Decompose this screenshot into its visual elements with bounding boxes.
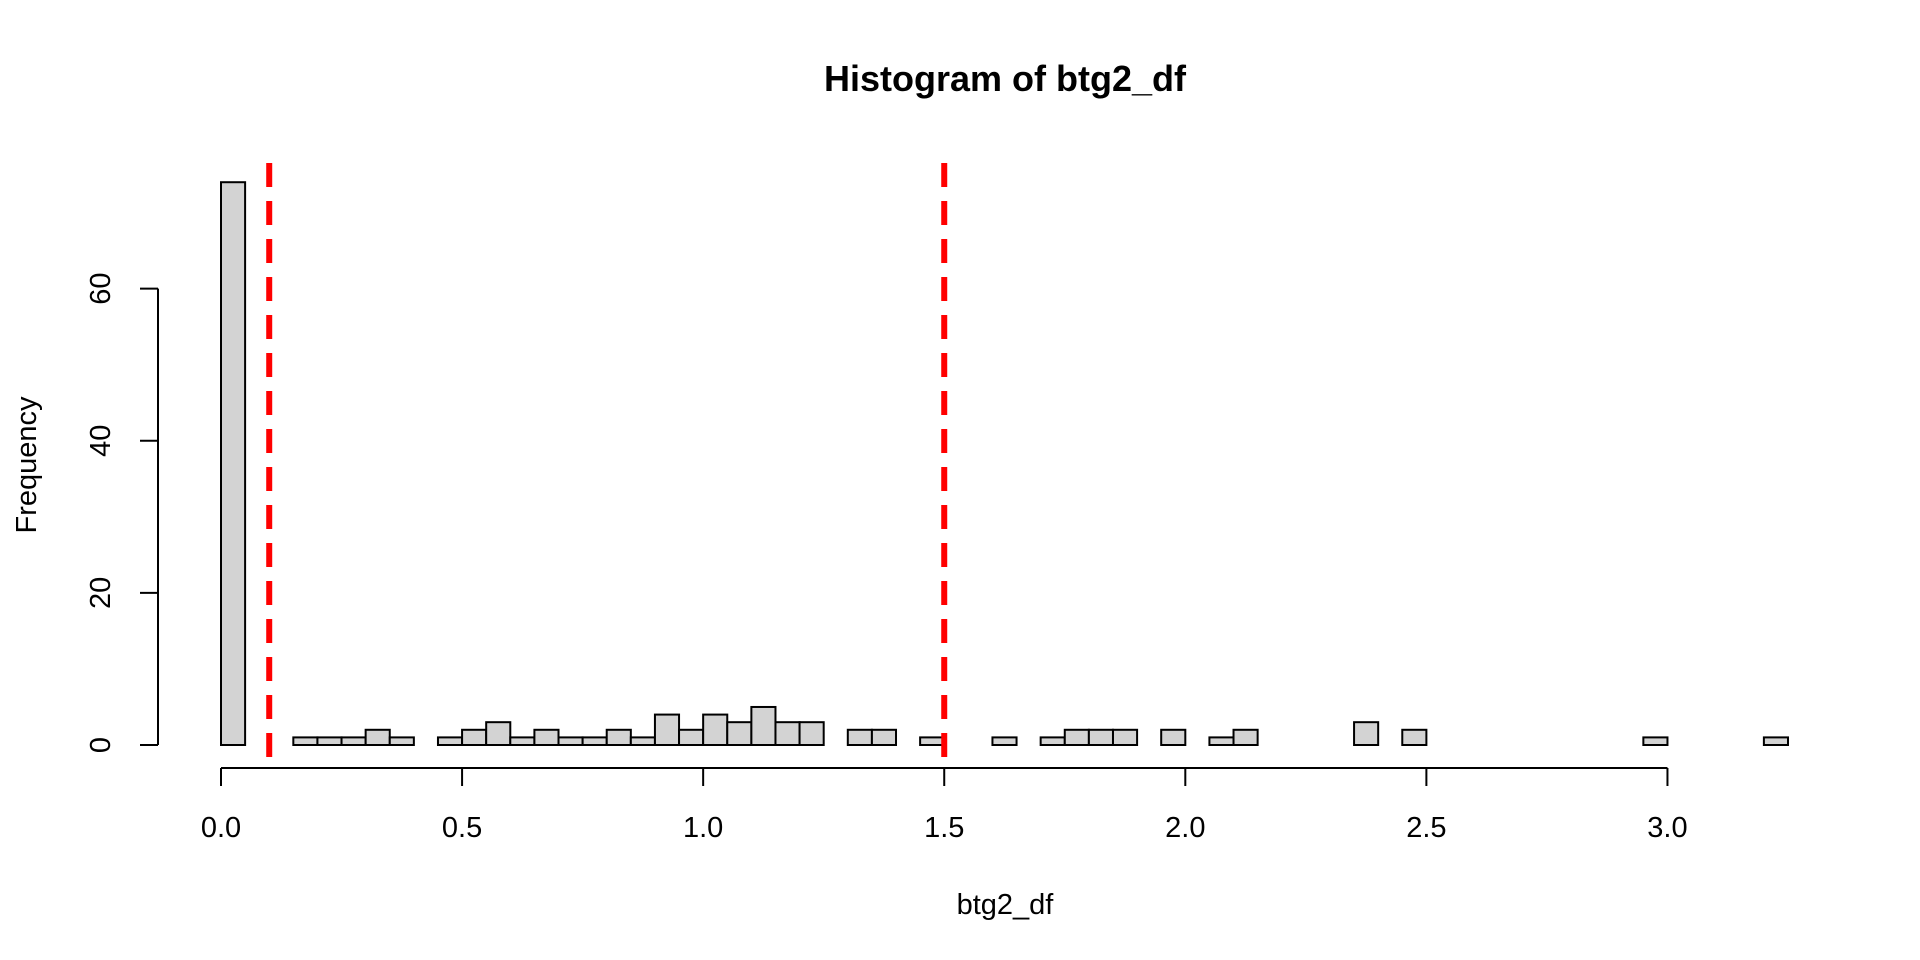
y-tick-label: 60: [85, 273, 117, 305]
histogram-bar: [1642, 736, 1669, 746]
histogram-bar: [678, 728, 705, 747]
histogram-bar: [292, 736, 319, 746]
histogram-bar: [388, 736, 415, 746]
x-tick-label: 1.0: [683, 812, 723, 844]
histogram-bar: [1232, 728, 1259, 747]
y-axis: 0 20 40 60: [85, 273, 159, 753]
histogram-bar: [798, 721, 825, 746]
histogram-bar: [702, 713, 729, 746]
histogram-bar: [485, 721, 512, 746]
histogram-bar: [1087, 728, 1114, 747]
histogram-bar: [846, 728, 873, 747]
x-tick-label: 0.0: [201, 812, 241, 844]
histogram-bar: [364, 728, 391, 747]
histogram-bar: [1160, 728, 1187, 747]
histogram-bar: [870, 728, 898, 747]
histogram-bar: [220, 181, 247, 747]
y-axis-label: Frequency: [11, 396, 43, 534]
histogram-bar: [436, 736, 464, 746]
histogram-bar: [316, 736, 343, 746]
histogram-bar: [1401, 728, 1428, 747]
histogram-bar: [1208, 736, 1235, 746]
histogram-bar: [774, 721, 801, 746]
histogram-bar: [557, 736, 584, 746]
histogram-bar: [461, 728, 488, 747]
x-tick-label: 1.5: [924, 812, 964, 844]
y-tick-label: 0: [85, 737, 117, 753]
histogram-bar: [533, 728, 560, 747]
histogram-bar: [653, 713, 681, 746]
histogram-bar: [991, 736, 1018, 746]
histogram-bar: [1762, 736, 1790, 746]
histogram-bar: [629, 736, 656, 746]
y-tick-label: 40: [85, 425, 117, 457]
y-tick-label: 20: [85, 577, 117, 609]
histogram-bar: [1111, 728, 1139, 747]
histogram-bar: [750, 705, 777, 747]
histogram-bar: [726, 721, 753, 746]
histogram-bar: [1353, 721, 1380, 746]
histogram-bar: [581, 736, 608, 746]
histogram-bar: [509, 736, 536, 746]
chart-title: Histogram of btg2_df: [824, 58, 1187, 99]
histogram-bar: [919, 736, 946, 746]
x-axis-label: btg2_df: [957, 889, 1055, 921]
reference-lines: [266, 163, 948, 770]
x-tick-label: 0.5: [442, 812, 482, 844]
histogram-bar: [1063, 728, 1090, 747]
bars-group: [220, 181, 1790, 747]
histogram-bar: [340, 736, 367, 746]
histogram-bar: [605, 728, 632, 747]
x-tick-label: 2.0: [1165, 812, 1205, 844]
x-tick-label: 2.5: [1406, 812, 1446, 844]
x-axis: 0.0 0.5 1.0 1.5 2.0 2.5 3.0: [201, 767, 1688, 844]
x-tick-label: 3.0: [1647, 812, 1687, 844]
histogram-bar: [1039, 736, 1066, 746]
